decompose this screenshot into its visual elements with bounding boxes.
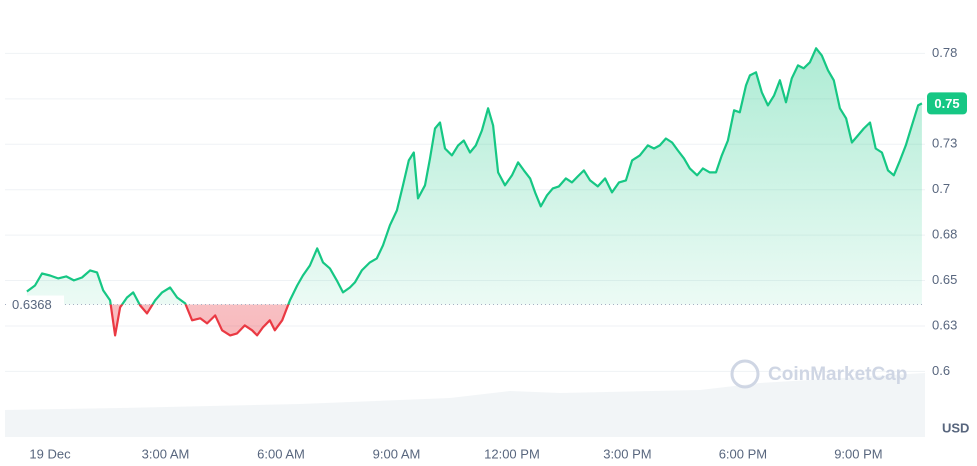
y-tick-label: 0.68	[932, 227, 957, 242]
x-tick-label: 6:00 AM	[257, 446, 305, 461]
y-tick-label: 0.73	[932, 136, 957, 151]
area-down	[26, 304, 922, 336]
x-tick-label: 9:00 PM	[834, 446, 882, 461]
watermark: CoinMarketCap	[730, 359, 907, 389]
x-tick-label: 19 Dec	[29, 446, 71, 461]
y-tick-label: 0.6	[932, 363, 950, 378]
last-price-label: 0.75	[934, 96, 959, 111]
baseline-label: 0.6368	[12, 297, 52, 312]
price-line-below	[109, 304, 290, 337]
y-tick-label: 0.63	[932, 317, 957, 332]
y-tick-label: 0.65	[932, 272, 957, 287]
x-tick-label: 9:00 AM	[373, 446, 421, 461]
x-tick-label: 3:00 AM	[142, 446, 190, 461]
baseline-label-bg	[6, 295, 64, 314]
y-tick-label: 0.78	[932, 45, 957, 60]
watermark-text: CoinMarketCap	[768, 364, 907, 385]
y-axis-label: USD	[942, 420, 969, 435]
x-tick-label: 12:00 PM	[484, 446, 540, 461]
x-tick-label: 6:00 PM	[719, 446, 767, 461]
area-up	[26, 48, 922, 305]
x-tick-label: 3:00 PM	[603, 446, 651, 461]
price-line	[26, 47, 923, 305]
volume-background	[5, 373, 925, 437]
last-price-badge	[927, 92, 967, 115]
y-tick-label: 0.7	[932, 181, 950, 196]
